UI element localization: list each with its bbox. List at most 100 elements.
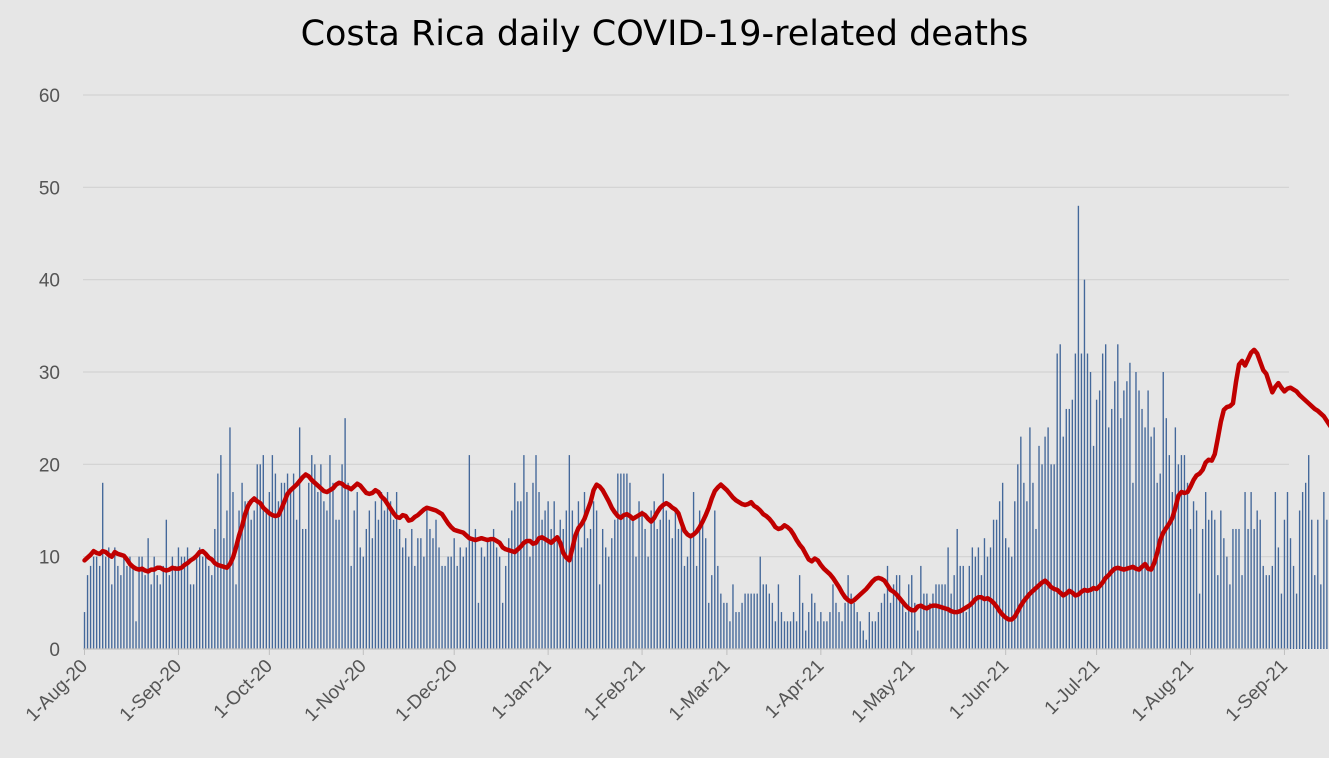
x-tick-label: 1-Jun-21	[945, 656, 1013, 724]
bar	[1326, 519, 1328, 649]
bar	[86, 575, 89, 649]
bar	[498, 556, 501, 649]
bar	[1271, 565, 1274, 649]
bar	[1117, 344, 1119, 649]
bar	[1323, 492, 1325, 649]
bar	[183, 556, 186, 649]
bar	[889, 602, 892, 649]
bar	[1314, 575, 1316, 649]
bar	[1156, 482, 1158, 649]
bar	[998, 501, 1001, 649]
bar	[380, 492, 383, 649]
bar	[1304, 482, 1307, 649]
y-tick-label: 30	[39, 363, 60, 384]
bar	[1047, 427, 1049, 649]
bar	[1247, 528, 1249, 649]
bar	[126, 565, 128, 649]
bar	[1235, 528, 1237, 649]
bar	[862, 630, 864, 649]
x-tick-label: 1-Aug-20	[22, 656, 92, 726]
bar	[1120, 418, 1122, 649]
bar	[374, 501, 377, 649]
bar	[901, 602, 904, 649]
x-tick-label: 1-Aug-21	[1128, 656, 1198, 726]
bar	[277, 501, 280, 649]
bar	[586, 538, 589, 649]
bar	[1189, 528, 1192, 649]
bar	[165, 519, 168, 649]
bar	[1198, 593, 1201, 649]
bar	[383, 510, 386, 649]
bar	[744, 593, 746, 649]
bar	[605, 547, 607, 649]
bar	[456, 565, 458, 649]
bar	[344, 418, 346, 649]
bar	[905, 612, 907, 649]
bar	[453, 538, 455, 649]
bar	[262, 455, 264, 649]
bar	[408, 556, 410, 649]
bar	[795, 621, 798, 649]
bar	[1301, 492, 1304, 649]
bar	[471, 538, 474, 649]
bar	[259, 464, 261, 649]
bar	[959, 565, 961, 649]
bar	[786, 621, 789, 649]
bar	[389, 501, 392, 649]
bar	[1256, 510, 1258, 649]
bar	[1274, 492, 1277, 649]
bar	[1144, 427, 1146, 649]
bar	[538, 492, 540, 649]
bar	[111, 584, 113, 649]
bar	[535, 455, 537, 649]
bar	[1317, 519, 1319, 649]
bar	[108, 547, 110, 649]
bar	[777, 584, 780, 649]
bar	[214, 528, 216, 649]
bar	[1226, 556, 1228, 649]
bar	[98, 565, 101, 649]
x-tick-label: 1-Jan-21	[488, 656, 556, 724]
bar	[253, 510, 255, 649]
bar	[401, 547, 404, 649]
bar	[244, 501, 246, 649]
bar	[1320, 584, 1322, 649]
bar	[371, 538, 374, 649]
bar	[1232, 528, 1234, 649]
bar	[641, 510, 643, 649]
bar	[189, 584, 192, 649]
bar	[577, 501, 580, 649]
bar-series	[83, 205, 1328, 650]
x-tick-label: 1-Nov-20	[301, 656, 371, 726]
bar	[886, 565, 889, 649]
bar	[947, 547, 949, 649]
bar	[426, 510, 428, 649]
bar	[1201, 528, 1204, 649]
bar	[1092, 445, 1095, 649]
bar	[808, 612, 810, 649]
bar	[314, 464, 316, 649]
bar	[859, 621, 861, 649]
bar	[729, 621, 731, 649]
bar	[974, 556, 977, 649]
bar	[438, 547, 440, 649]
bar	[517, 501, 519, 649]
bar	[750, 593, 752, 649]
bar	[756, 593, 758, 649]
bar	[1150, 436, 1152, 649]
bar	[741, 602, 743, 649]
bar	[235, 584, 237, 649]
bar	[638, 501, 640, 649]
bar	[1171, 492, 1174, 649]
bar	[1159, 473, 1161, 649]
bar	[250, 519, 252, 649]
bar	[717, 565, 719, 649]
bar	[1101, 353, 1104, 649]
bar	[150, 584, 152, 649]
bar	[626, 473, 628, 649]
bar	[644, 528, 646, 649]
y-axis-ticks: 0 10 20 30 40 50 60	[39, 86, 60, 661]
bar	[698, 510, 701, 649]
x-tick-label: 1-May-21	[848, 656, 920, 728]
